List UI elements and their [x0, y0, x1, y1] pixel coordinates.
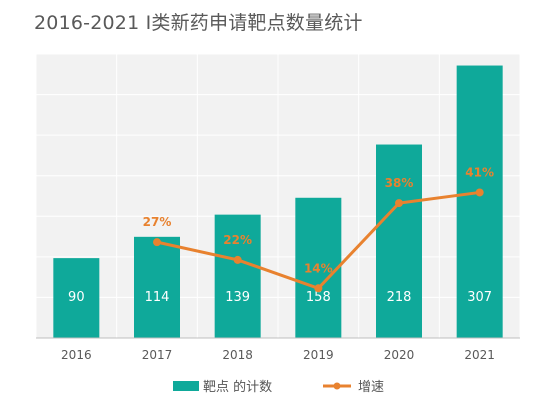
- bar-value-labels: 90 114 139 158 218 307: [68, 290, 492, 305]
- legend-swatch-bar: [173, 381, 199, 391]
- legend-label-bar: 靶点 的计数: [203, 379, 272, 395]
- growth-label-2021: 41%: [465, 165, 494, 179]
- legend-swatch-marker: [333, 382, 341, 390]
- x-tick-label-2019: 2019: [303, 348, 334, 362]
- x-tick-label-2020: 2020: [384, 348, 415, 362]
- legend-label-line: 增速: [358, 380, 384, 395]
- bar-2020: [376, 144, 422, 338]
- growth-label-2018: 22%: [223, 233, 252, 247]
- bar-value-label-2017: 114: [145, 290, 170, 305]
- bar-series: [53, 65, 503, 338]
- chart-title: 2016-2021 I类新药申请靶点数量统计: [34, 12, 363, 34]
- bar-2019: [295, 197, 342, 338]
- growth-point-2020: [395, 199, 403, 208]
- growth-label-2019: 14%: [304, 261, 333, 275]
- bar-value-label-2018: 139: [225, 290, 250, 305]
- bar-value-label-2019: 158: [306, 290, 331, 305]
- growth-point-2018: [233, 255, 242, 264]
- x-tick-labels: 2016 2017 2018 2019 2020 2021: [61, 348, 495, 362]
- growth-value-labels: 27% 22% 14% 38% 41%: [143, 165, 494, 275]
- bar-value-label-2021: 307: [467, 290, 492, 305]
- growth-point-2019: [314, 284, 323, 293]
- bar-2021: [456, 65, 503, 338]
- bar-2016: [53, 258, 100, 338]
- bar-2018: [214, 214, 261, 338]
- x-tick-label-2016: 2016: [61, 348, 92, 362]
- growth-point-2021: [475, 188, 484, 197]
- growth-label-2017: 27%: [143, 215, 172, 229]
- x-tick-label-2021: 2021: [464, 348, 495, 362]
- bar-2017: [134, 236, 180, 338]
- bar-value-label-2016: 90: [68, 290, 85, 305]
- growth-label-2020: 38%: [385, 176, 414, 190]
- legend: 靶点 的计数 增速: [173, 379, 384, 395]
- growth-line-series: [153, 188, 484, 293]
- x-tick-label-2018: 2018: [222, 348, 253, 362]
- growth-point-2017: [153, 238, 161, 247]
- bar-value-label-2020: 218: [387, 290, 412, 305]
- x-tick-label-2017: 2017: [142, 348, 173, 362]
